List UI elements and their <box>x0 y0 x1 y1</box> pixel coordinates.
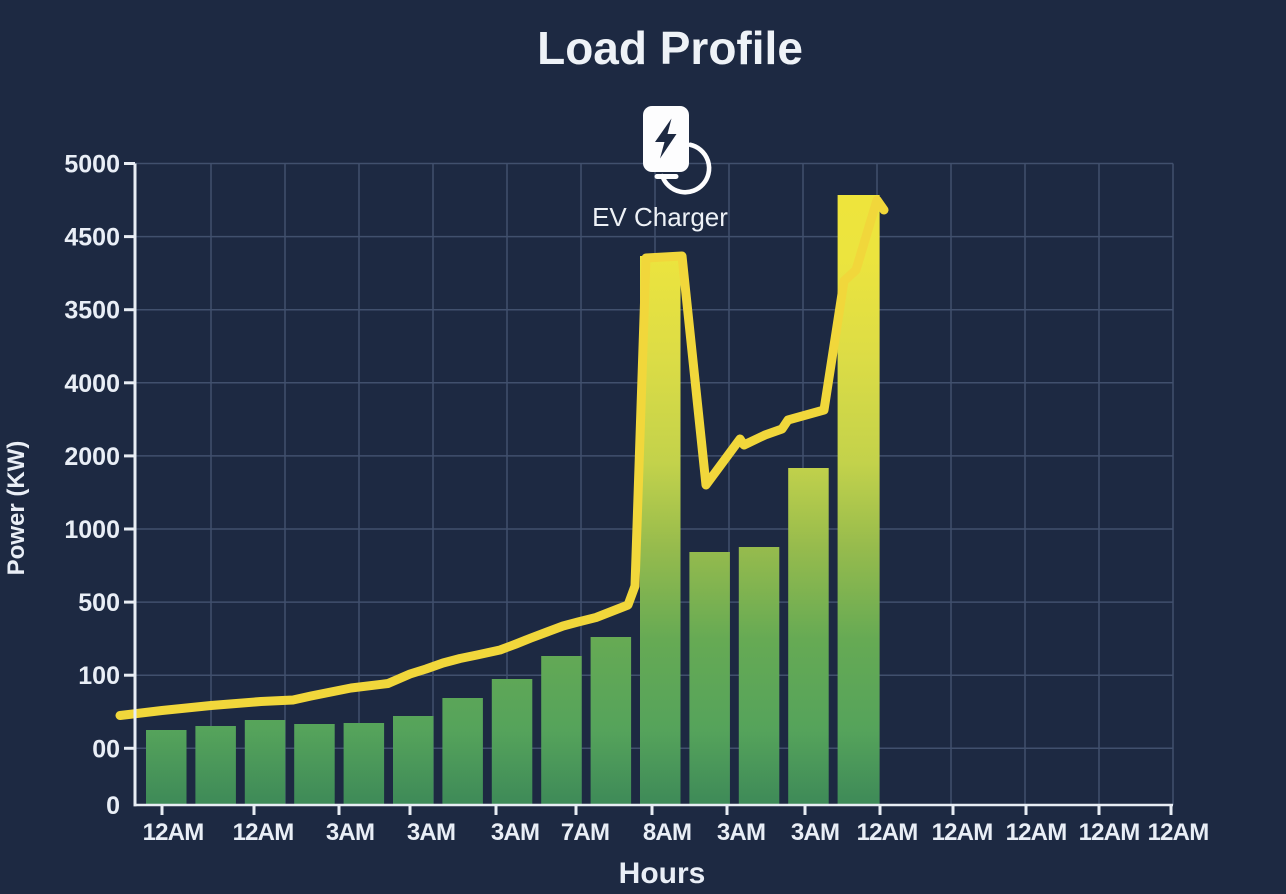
svg-text:5000: 5000 <box>64 151 120 179</box>
svg-text:EV Charger: EV Charger <box>592 202 728 232</box>
svg-text:Load Profile: Load Profile <box>537 22 803 74</box>
svg-text:12AM: 12AM <box>857 819 918 846</box>
svg-text:3AM: 3AM <box>717 819 765 846</box>
svg-text:4500: 4500 <box>64 224 120 252</box>
svg-text:12AM: 12AM <box>932 819 993 846</box>
svg-text:3AM: 3AM <box>407 819 455 846</box>
svg-text:8AM: 8AM <box>643 819 691 846</box>
svg-text:12AM: 12AM <box>1079 819 1140 846</box>
svg-text:7AM: 7AM <box>561 819 609 846</box>
svg-text:4000: 4000 <box>64 370 120 398</box>
svg-text:12AM: 12AM <box>233 819 294 846</box>
svg-text:1000: 1000 <box>64 516 120 544</box>
svg-text:3AM: 3AM <box>491 819 539 846</box>
svg-text:100: 100 <box>78 662 120 690</box>
svg-text:3AM: 3AM <box>791 819 839 846</box>
svg-text:12AM: 12AM <box>1148 819 1209 846</box>
svg-text:Power (KW): Power (KW) <box>3 441 30 576</box>
svg-text:12AM: 12AM <box>1006 819 1067 846</box>
svg-text:2000: 2000 <box>64 443 120 471</box>
svg-text:500: 500 <box>78 589 120 617</box>
svg-text:Hours: Hours <box>619 857 706 890</box>
svg-text:12AM: 12AM <box>143 819 204 846</box>
svg-text:0: 0 <box>106 792 120 820</box>
svg-text:00: 00 <box>92 735 120 763</box>
svg-text:3AM: 3AM <box>326 819 374 846</box>
svg-text:3500: 3500 <box>64 297 120 325</box>
